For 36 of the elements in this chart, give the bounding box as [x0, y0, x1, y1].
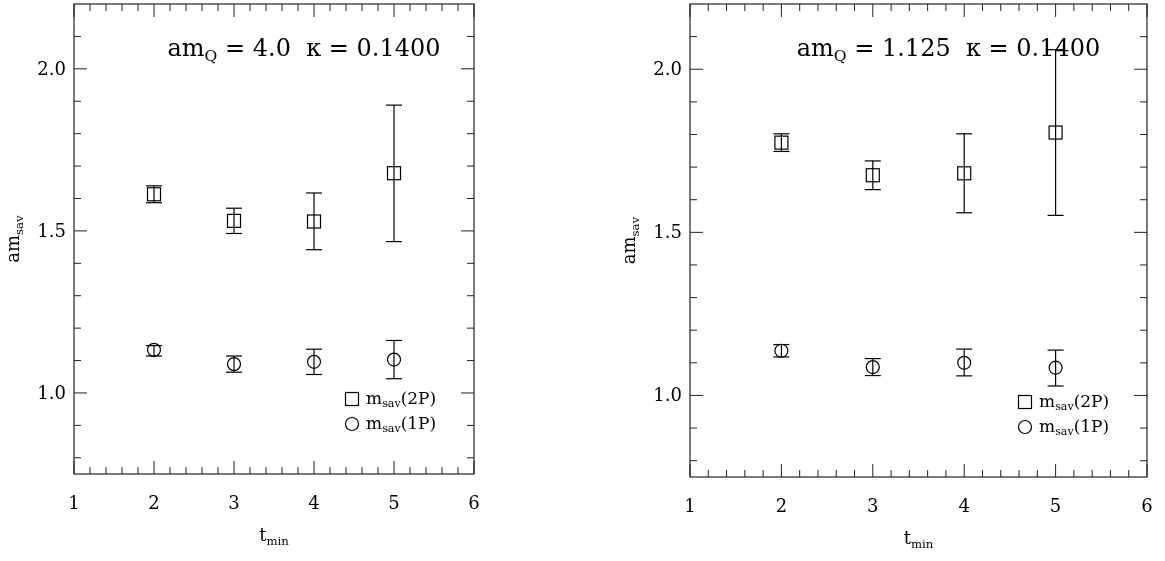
point: [1048, 360, 1063, 375]
x-tick-label: 5: [1049, 495, 1062, 516]
point: [226, 213, 242, 228]
point: [865, 168, 880, 183]
text: am$_{Q}$ = 1.125 κ = 0.1400: [796, 34, 1101, 65]
x-tick-label: 2: [775, 495, 788, 516]
point: [1048, 125, 1063, 140]
point: [386, 352, 402, 367]
x-axis-title: t$_{min}$: [903, 527, 934, 551]
point: [957, 355, 972, 370]
x-tick-label: 5: [388, 492, 400, 513]
legend-label: m$_{sav}$(2P): [1039, 391, 1110, 414]
point: [306, 354, 322, 369]
y-tick-label: 1.0: [37, 381, 66, 403]
x-tick-label: 3: [867, 495, 879, 516]
y-tick-label: 2.0: [653, 58, 682, 80]
point: [957, 166, 972, 181]
legend-label: m$_{sav}$(1P): [1039, 416, 1110, 439]
x-tick-label: 4: [308, 492, 320, 513]
y-tick-label: 1.5: [37, 219, 66, 241]
point: [386, 166, 402, 181]
x-tick-label: 6: [468, 492, 480, 513]
x-axis-title: t$_{min}$: [259, 524, 290, 548]
legend-label: m$_{sav}$(2P): [366, 388, 437, 411]
point: [306, 214, 322, 229]
x-tick-label: 2: [148, 492, 160, 513]
x-tick-label: 3: [228, 492, 240, 513]
legend-label: m$_{sav}$(1P): [366, 413, 437, 436]
x-tick-label: 1: [684, 495, 696, 516]
y-tick-label: 1.0: [653, 384, 682, 406]
x-tick-label: 6: [1141, 495, 1153, 516]
x-tick-label: 1: [68, 492, 80, 513]
x-tick-label: 4: [958, 495, 970, 516]
text: am$_{Q}$ = 4.0 κ = 0.1400: [167, 34, 441, 65]
y-tick-label: 2.0: [37, 57, 66, 79]
y-tick-label: 1.5: [653, 221, 682, 243]
